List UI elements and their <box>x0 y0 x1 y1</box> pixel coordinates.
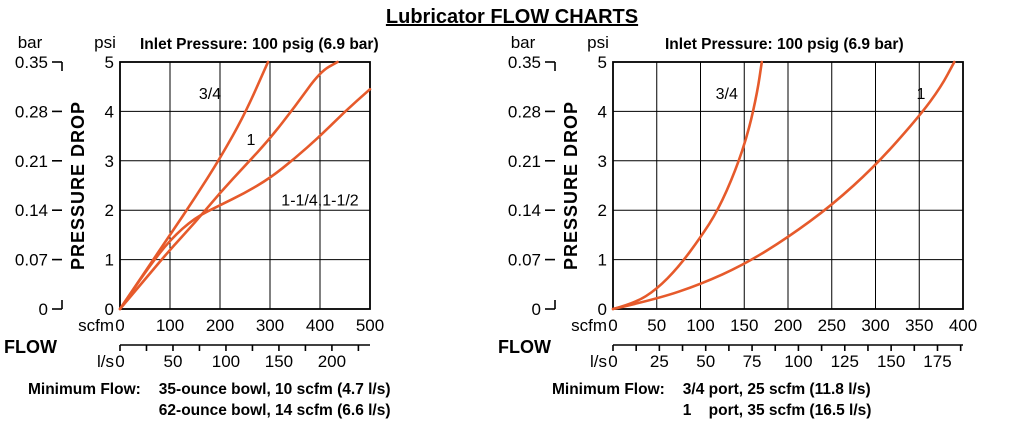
svg-text:1: 1 <box>105 251 114 270</box>
svg-text:Inlet Pressure: 100 psig (6.9: Inlet Pressure: 100 psig (6.9 bar) <box>665 36 904 53</box>
svg-text:0: 0 <box>39 300 48 319</box>
svg-text:500: 500 <box>356 316 384 335</box>
svg-text:400: 400 <box>949 316 977 335</box>
svg-text:100: 100 <box>212 352 240 371</box>
svg-text:PRESSURE DROP: PRESSURE DROP <box>561 101 581 270</box>
svg-text:200: 200 <box>318 352 346 371</box>
right-chart-block: bar psi Inlet Pressure: 100 psig (6.9 bar)… <box>494 32 1024 421</box>
svg-text:scfm: scfm <box>571 316 607 335</box>
svg-text:125: 125 <box>831 352 859 371</box>
svg-text:4: 4 <box>598 102 607 121</box>
svg-text:1: 1 <box>598 251 607 270</box>
svg-text:0.35: 0.35 <box>15 53 48 72</box>
svg-text:0.28: 0.28 <box>508 102 541 121</box>
svg-text:2: 2 <box>598 201 607 220</box>
right-flow-chart: bar psi Inlet Pressure: 100 psig (6.9 bar)… <box>498 33 977 371</box>
svg-text:2: 2 <box>105 201 114 220</box>
svg-text:0: 0 <box>608 316 617 335</box>
svg-text:100: 100 <box>686 316 714 335</box>
svg-text:50: 50 <box>164 352 183 371</box>
svg-text:0: 0 <box>115 316 124 335</box>
svg-text:0.35: 0.35 <box>508 53 541 72</box>
svg-text:200: 200 <box>206 316 234 335</box>
svg-text:3/4: 3/4 <box>716 86 738 103</box>
min-flow-lines: 35-ounce bowl, 10 scfm (4.7 l/s) 62-ounc… <box>159 379 391 421</box>
svg-text:l/s: l/s <box>97 352 114 371</box>
svg-text:25: 25 <box>650 352 669 371</box>
svg-text:100: 100 <box>784 352 812 371</box>
min-flow-lines: 3/4 port, 25 scfm (11.8 l/s) 1 port, 35 … <box>683 379 872 421</box>
svg-text:PRESSURE DROP: PRESSURE DROP <box>68 101 88 270</box>
svg-text:0.07: 0.07 <box>15 251 48 270</box>
svg-text:FLOW: FLOW <box>498 337 551 357</box>
svg-text:0: 0 <box>532 300 541 319</box>
min-flow-label: Minimum Flow: <box>28 381 141 398</box>
svg-text:3: 3 <box>105 152 114 171</box>
svg-text:150: 150 <box>265 352 293 371</box>
svg-text:400: 400 <box>306 316 334 335</box>
svg-text:150: 150 <box>730 316 758 335</box>
min-flow-line: 62-ounce bowl, 14 scfm (6.6 l/s) <box>158 402 391 419</box>
svg-text:0.21: 0.21 <box>15 152 48 171</box>
svg-text:175: 175 <box>923 352 951 371</box>
svg-text:300: 300 <box>861 316 889 335</box>
svg-text:0: 0 <box>115 352 124 371</box>
svg-text:350: 350 <box>905 316 933 335</box>
min-flow-line: 3/4 port, 25 scfm (11.8 l/s) <box>682 381 871 398</box>
left-chart-block: bar psi Inlet Pressure: 100 psig (6.9 bar)… <box>0 32 494 421</box>
svg-text:3/4: 3/4 <box>199 86 221 103</box>
svg-text:0.21: 0.21 <box>508 152 541 171</box>
svg-text:75: 75 <box>743 352 762 371</box>
svg-text:1: 1 <box>917 86 926 103</box>
svg-text:100: 100 <box>156 316 184 335</box>
page: Lubricator FLOW CHARTS bar psi Inlet Press… <box>0 6 1024 421</box>
svg-text:bar: bar <box>511 33 536 52</box>
svg-text:bar: bar <box>18 33 43 52</box>
page-title: Lubricator FLOW CHARTS <box>385 6 639 28</box>
svg-text:3: 3 <box>598 152 607 171</box>
min-flow-line: 1 port, 35 scfm (16.5 l/s) <box>682 402 872 419</box>
min-flow-label: Minimum Flow: <box>552 381 665 398</box>
svg-text:250: 250 <box>818 316 846 335</box>
svg-text:0: 0 <box>608 352 617 371</box>
svg-text:l/s: l/s <box>590 352 607 371</box>
svg-text:0.28: 0.28 <box>15 102 48 121</box>
svg-text:4: 4 <box>105 102 114 121</box>
svg-text:FLOW: FLOW <box>4 337 57 357</box>
svg-text:50: 50 <box>647 316 666 335</box>
svg-text:Inlet Pressure: 100 psig (6.9: Inlet Pressure: 100 psig (6.9 bar) <box>140 36 379 53</box>
svg-text:300: 300 <box>256 316 284 335</box>
svg-text:5: 5 <box>105 53 114 72</box>
svg-text:0.14: 0.14 <box>508 201 541 220</box>
svg-text:200: 200 <box>774 316 802 335</box>
right-min-flow: Minimum Flow: 3/4 port, 25 scfm (11.8 l/… <box>552 379 1024 421</box>
left-flow-chart: bar psi Inlet Pressure: 100 psig (6.9 bar)… <box>4 33 384 371</box>
svg-text:1: 1 <box>247 132 256 149</box>
svg-text:0.14: 0.14 <box>15 201 48 220</box>
min-flow-line: 35-ounce bowl, 10 scfm (4.7 l/s) <box>158 381 391 398</box>
charts-row: bar psi Inlet Pressure: 100 psig (6.9 bar)… <box>0 32 1024 421</box>
svg-text:0: 0 <box>598 300 607 319</box>
svg-text:0.07: 0.07 <box>508 251 541 270</box>
left-min-flow: Minimum Flow: 35-ounce bowl, 10 scfm (4.… <box>28 379 494 421</box>
svg-text:scfm: scfm <box>78 316 114 335</box>
svg-text:psi: psi <box>587 33 609 52</box>
svg-text:5: 5 <box>598 53 607 72</box>
svg-text:50: 50 <box>696 352 715 371</box>
svg-text:1-1/4,1-1/2: 1-1/4,1-1/2 <box>281 192 358 209</box>
svg-text:0: 0 <box>105 300 114 319</box>
svg-text:150: 150 <box>877 352 905 371</box>
svg-text:psi: psi <box>94 33 116 52</box>
